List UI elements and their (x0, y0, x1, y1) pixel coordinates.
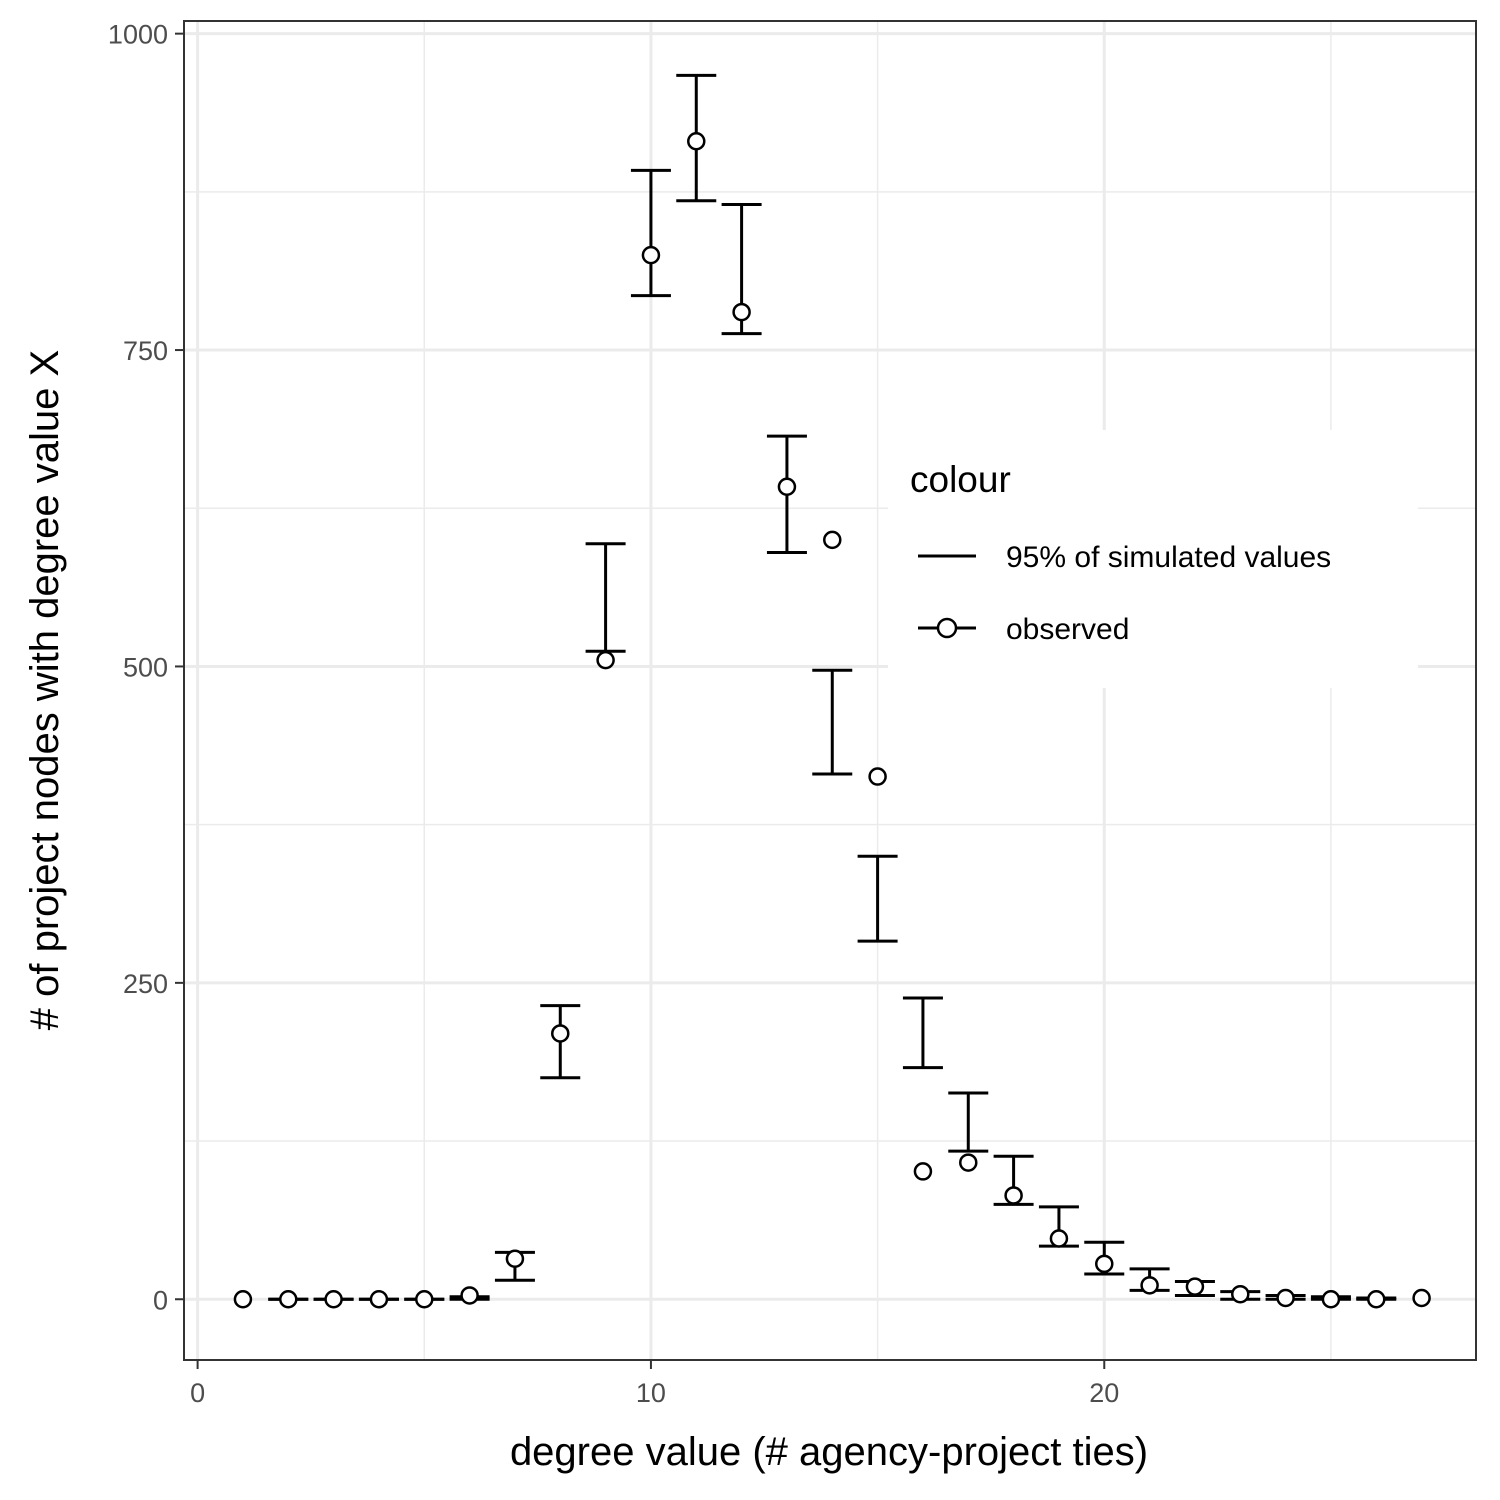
observed-point (596, 650, 615, 670)
observed-point (777, 477, 797, 496)
observed-point (460, 1286, 479, 1305)
errorbar (948, 1091, 989, 1153)
legend-key-observed-point-icon (936, 617, 958, 639)
observed-point (279, 1290, 298, 1309)
observed-point (1140, 1276, 1159, 1295)
panel-background (184, 21, 1476, 1360)
observed-point (687, 131, 706, 151)
y-tick-label: 0 (153, 1285, 168, 1315)
errorbar (812, 668, 853, 776)
y-axis-title: # of project nodes with degree value X (23, 350, 67, 1030)
observed-point (1004, 1186, 1023, 1205)
x-axis-ticks: 0 10 20 (190, 1360, 1119, 1408)
x-axis-title: degree value (# agency-project ties) (510, 1430, 1148, 1474)
observed-point (1276, 1288, 1295, 1308)
observed-point (1185, 1277, 1205, 1296)
y-tick-label: 1000 (108, 20, 168, 50)
legend-label-observed: observed (1006, 613, 1129, 646)
minor-grid (184, 21, 1476, 1360)
y-tick-label: 500 (123, 652, 168, 682)
observed-point (732, 302, 751, 322)
observed-point (233, 1290, 253, 1309)
observed-point (1321, 1290, 1341, 1309)
observed-point (1049, 1229, 1069, 1248)
x-tick-label: 0 (190, 1378, 205, 1408)
observed-point (505, 1249, 525, 1269)
observed-point (1095, 1254, 1114, 1274)
observed-point (324, 1290, 343, 1309)
observed-series (233, 131, 1431, 1309)
observed-point (1367, 1290, 1386, 1309)
observed-point (868, 767, 887, 786)
x-tick-label: 20 (1089, 1378, 1119, 1408)
observed-point (369, 1290, 389, 1309)
x-tick-label: 10 (636, 1378, 666, 1408)
observed-point (641, 245, 661, 265)
panel-border (183, 20, 1477, 1361)
observed-point (1412, 1288, 1431, 1308)
y-tick-label: 750 (123, 336, 168, 366)
observed-point (551, 1024, 570, 1043)
legend-label-simulated: 95% of simulated values (1006, 541, 1331, 574)
observed-point (913, 1162, 933, 1181)
observed-point (415, 1290, 434, 1309)
errorbar (902, 996, 943, 1070)
y-tick-label: 250 (123, 969, 168, 999)
legend-background (888, 430, 1418, 688)
errorbar (857, 854, 898, 943)
errorbar (630, 168, 671, 298)
observed-point (823, 530, 842, 550)
observed-point (1231, 1284, 1250, 1304)
y-axis-ticks: 0 250 500 750 1000 (108, 20, 184, 1315)
legend-title: colour (910, 459, 1011, 500)
observed-point (959, 1153, 978, 1172)
legend: colour 95% of simulated values observed (888, 430, 1418, 688)
